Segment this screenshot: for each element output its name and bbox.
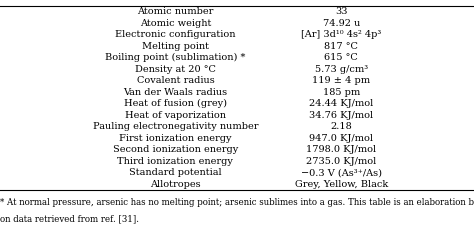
Text: Heat of vaporization: Heat of vaporization: [125, 111, 226, 120]
Text: Heat of fusion (grey): Heat of fusion (grey): [124, 99, 227, 108]
Text: 947.0 KJ/mol: 947.0 KJ/mol: [309, 134, 374, 143]
Text: Atomic weight: Atomic weight: [140, 19, 211, 28]
Text: 24.44 KJ/mol: 24.44 KJ/mol: [309, 99, 374, 108]
Text: 2.18: 2.18: [330, 122, 352, 131]
Text: First ionization energy: First ionization energy: [119, 134, 232, 143]
Text: 33: 33: [335, 7, 347, 16]
Text: 817 °C: 817 °C: [324, 42, 358, 51]
Text: 615 °C: 615 °C: [324, 53, 358, 62]
Text: Third ionization energy: Third ionization energy: [118, 157, 233, 166]
Text: 119 ± 4 pm: 119 ± 4 pm: [312, 76, 370, 85]
Text: Allotropes: Allotropes: [150, 180, 201, 189]
Text: Boiling point (sublimation) *: Boiling point (sublimation) *: [105, 53, 246, 62]
Text: [Ar] 3d¹⁰ 4s² 4p³: [Ar] 3d¹⁰ 4s² 4p³: [301, 30, 382, 39]
Text: 5.73 g/cm³: 5.73 g/cm³: [315, 65, 368, 74]
Text: Pauling electronegativity number: Pauling electronegativity number: [92, 122, 258, 131]
Text: Melting point: Melting point: [142, 42, 209, 51]
Text: 2735.0 KJ/mol: 2735.0 KJ/mol: [306, 157, 376, 166]
Text: Electronic configuration: Electronic configuration: [115, 30, 236, 39]
Text: Van der Waals radius: Van der Waals radius: [123, 88, 228, 97]
Text: 1798.0 KJ/mol: 1798.0 KJ/mol: [306, 145, 376, 154]
Text: Atomic number: Atomic number: [137, 7, 214, 16]
Text: * At normal pressure, arsenic has no melting point; arsenic sublimes into a gas.: * At normal pressure, arsenic has no mel…: [0, 198, 474, 207]
Text: 74.92 u: 74.92 u: [323, 19, 360, 28]
Text: Grey, Yellow, Black: Grey, Yellow, Black: [295, 180, 388, 189]
Text: on data retrieved from ref. [31].: on data retrieved from ref. [31].: [0, 215, 139, 224]
Text: Density at 20 °C: Density at 20 °C: [135, 65, 216, 74]
Text: Covalent radius: Covalent radius: [137, 76, 214, 85]
Text: −0.3 V (As³⁺/As): −0.3 V (As³⁺/As): [301, 168, 382, 177]
Text: 185 pm: 185 pm: [323, 88, 360, 97]
Text: 34.76 KJ/mol: 34.76 KJ/mol: [309, 111, 374, 120]
Text: Standard potential: Standard potential: [129, 168, 222, 177]
Text: Second ionization energy: Second ionization energy: [113, 145, 238, 154]
